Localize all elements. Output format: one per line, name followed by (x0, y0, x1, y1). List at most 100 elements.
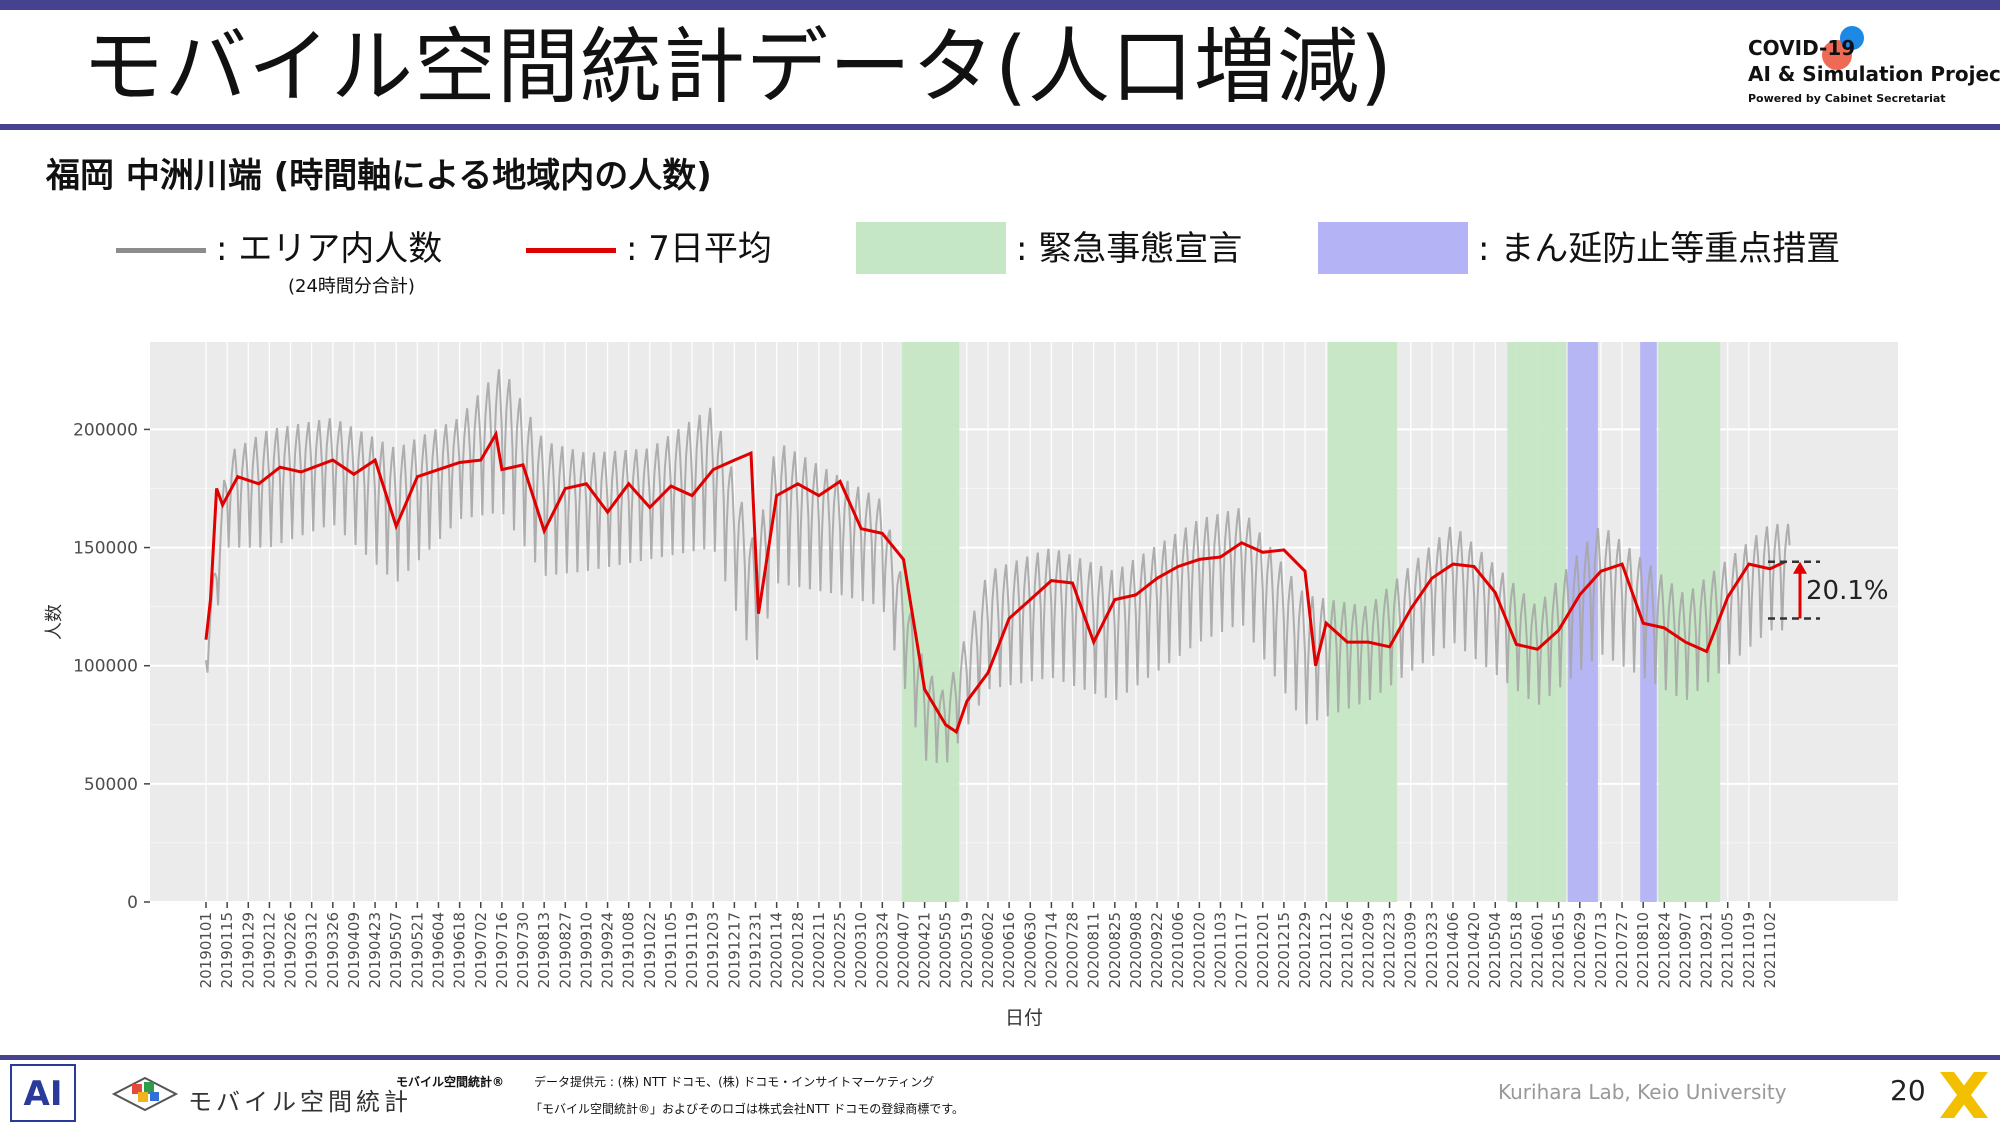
footer-divider (0, 1055, 2000, 1060)
legend-avg-swatch (526, 248, 616, 253)
x-tick-label: 20190827 (556, 912, 574, 988)
x-tick-label: 20210209 (1359, 912, 1377, 988)
x-tick-label: 20200310 (852, 912, 870, 988)
x-tick-label: 20190326 (324, 912, 342, 988)
x-tick-label: 20200616 (1000, 912, 1018, 988)
x-tick-label: 20210406 (1444, 912, 1462, 988)
x-tick-label: 20201020 (1190, 912, 1208, 988)
logo-line2: AI & Simulation Project (1748, 62, 2000, 86)
x-tick-label: 20210713 (1592, 912, 1610, 988)
legend-avg-label: : 7日平均 (626, 229, 772, 269)
x-tick-label: 20200811 (1085, 912, 1103, 988)
x-tick-label: 20210615 (1550, 912, 1568, 988)
legend-semi: : まん延防止等重点措置 (1318, 222, 1918, 274)
annotation-arrow-head (1793, 561, 1807, 574)
x-tick-label: 20200630 (1021, 912, 1039, 988)
x-tick-label: 20210112 (1317, 912, 1335, 988)
x-tick-label: 20210223 (1381, 912, 1399, 988)
mobile-stats-logo: モバイル空間統計 (110, 1074, 408, 1118)
x-axis-label: 日付 (1005, 1007, 1043, 1029)
x-tick-label: 20210824 (1655, 912, 1673, 988)
x-tick-label: 20200602 (979, 912, 997, 988)
x-tick-label: 20210907 (1677, 912, 1695, 988)
legend-emergency: : 緊急事態宣言 (856, 222, 1316, 274)
x-tick-label: 20210323 (1423, 912, 1441, 988)
page-title: モバイル空間統計データ(人口増減) (82, 20, 1393, 115)
x-tick-label: 20200128 (789, 912, 807, 988)
legend-raw-swatch (116, 248, 206, 253)
x-tick-label: 20200825 (1106, 912, 1124, 988)
x-tick-label: 20200421 (916, 912, 934, 988)
legend-avg: : 7日平均 (526, 222, 826, 272)
x-tick-label: 20210126 (1338, 912, 1356, 988)
x-tick-label: 20200922 (1148, 912, 1166, 988)
legend-semi-label: : まん延防止等重点措置 (1478, 229, 1841, 269)
x-tick-label: 20190129 (239, 912, 257, 988)
x-tick-label: 20191105 (662, 912, 680, 988)
logo-blue-dot (1840, 26, 1864, 50)
x-tick-label: 20210727 (1613, 912, 1631, 988)
x-tick-label: 20190115 (218, 912, 236, 988)
x-tick-label: 20201117 (1233, 912, 1251, 988)
chart-subtitle: 福岡 中洲川端 (時間軸による地域内の人数) (46, 156, 712, 196)
x-tick-label: 20190312 (303, 912, 321, 988)
legend-semi-swatch (1318, 222, 1468, 274)
x-tick-label: 20200114 (768, 912, 786, 988)
x-tick-label: 20210309 (1402, 912, 1420, 988)
x-tick-label: 20191231 (747, 912, 765, 988)
x-tick-label: 20190924 (599, 912, 617, 988)
annotation-label: 20.1% (1806, 576, 1889, 606)
y-axis-label: 人数 (44, 604, 65, 640)
page-number: 20 (1890, 1074, 1926, 1107)
x-tick-label: 20211005 (1719, 912, 1737, 988)
x-tick-label: 20191217 (725, 912, 743, 988)
x-tick-label: 20190730 (514, 912, 532, 988)
x-tick-label: 20200714 (1042, 912, 1060, 988)
x-tick-label: 20190910 (577, 912, 595, 988)
legend-raw-label: : エリア内人数 (216, 229, 443, 269)
x-tick-label: 20200505 (937, 912, 955, 988)
legend-raw: : エリア内人数 (24時間分合計) (116, 222, 516, 297)
x-tick-label: 20190604 (430, 912, 448, 988)
raw-count-line (205, 369, 1791, 763)
data-source-text: データ提供元 : (株) NTT ドコモ、(株) ドコモ・インサイトマーケティン… (534, 1075, 935, 1089)
y-tick-label: 200000 (73, 420, 138, 440)
x-tick-label: 20191008 (620, 912, 638, 988)
x-tick-label: 20210601 (1529, 912, 1547, 988)
legend-emergency-swatch (856, 222, 1006, 274)
x-tick-label: 20190702 (472, 912, 490, 988)
y-tick-label: 50000 (84, 775, 138, 795)
x-tick-label: 20201103 (1212, 912, 1230, 988)
x-tick-label: 20201229 (1296, 912, 1314, 988)
x-tick-label: 20201201 (1254, 912, 1272, 988)
plot-panel (150, 342, 1898, 902)
registered-mark-text: モバイル空間統計® (396, 1075, 505, 1089)
emergency-band (901, 342, 960, 902)
x-tick-label: 20210810 (1634, 912, 1652, 988)
covid-ai-logo: COVID-19 AI & Simulation Project Powered… (1748, 26, 2000, 116)
x-tick-label: 20200324 (873, 912, 891, 988)
x-tick-label: 20200407 (895, 912, 913, 988)
x-tick-label: 20190618 (451, 912, 469, 988)
x-tick-label: 20210518 (1507, 912, 1525, 988)
legend-raw-sublabel: (24時間分合計) (288, 276, 415, 297)
x-tick-label: 20190507 (387, 912, 405, 988)
x-tick-label: 20201006 (1169, 912, 1187, 988)
x-tick-label: 20210921 (1698, 912, 1716, 988)
title-divider (0, 124, 2000, 130)
ai-lab-logo: AI (10, 1064, 76, 1122)
seven-day-average-line (204, 429, 1786, 735)
x-tick-label: 20210420 (1465, 912, 1483, 988)
x-tick-label: 20210629 (1571, 912, 1589, 988)
x-tick-label: 20190226 (282, 912, 300, 988)
y-tick-label: 150000 (73, 539, 138, 559)
x-tick-label: 20200728 (1064, 912, 1082, 988)
semi-emergency-band (1640, 342, 1657, 902)
x-tick-label: 20211019 (1740, 912, 1758, 988)
x-mark-icon (1940, 1072, 1988, 1118)
x-tick-label: 20200908 (1127, 912, 1145, 988)
x-tick-label: 20191203 (704, 912, 722, 988)
x-tick-label: 20200211 (810, 912, 828, 988)
lab-credit: Kurihara Lab, Keio University (1498, 1080, 1787, 1104)
